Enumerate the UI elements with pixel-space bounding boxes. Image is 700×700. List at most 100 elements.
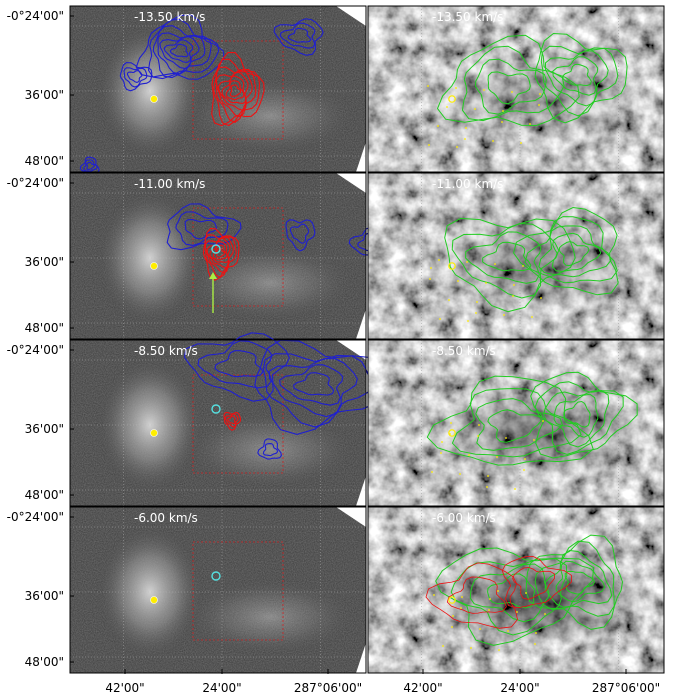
yellow-source-marker [150, 95, 158, 103]
blue-contour [159, 36, 200, 70]
yellow-point [456, 146, 458, 148]
green-contour [562, 63, 592, 87]
yellow-point [539, 93, 541, 95]
yellow-point [431, 471, 433, 473]
green-contour [435, 547, 595, 646]
co-panel-2: -11.00 km/s [367, 172, 665, 340]
red-contour [221, 75, 247, 104]
red-contour [501, 555, 572, 609]
image-edge-mask [356, 142, 366, 172]
green-contour [525, 534, 624, 630]
blue-contour [268, 358, 358, 418]
velocity-label: -6.00 km/s [432, 511, 496, 525]
blue-contour [293, 372, 335, 396]
blue-contour [169, 43, 189, 58]
region-box [192, 40, 284, 140]
yellow-point [439, 318, 441, 320]
yellow-point [494, 263, 496, 265]
red-contour [227, 415, 236, 425]
green-contour [487, 409, 542, 443]
red-contour [225, 80, 245, 101]
yellow-source-marker [150, 262, 158, 270]
panel-frame [367, 506, 665, 674]
yellow-point [459, 473, 461, 475]
velocity-label: -13.50 km/s [432, 10, 503, 24]
yellow-point [488, 609, 490, 611]
blue-contour [135, 14, 225, 80]
ir-panel-2: -11.00 km/s [69, 172, 387, 340]
yellow-point [442, 645, 444, 647]
cyan-source-marker [211, 571, 221, 581]
co-panel-4: -6.00 km/s [367, 506, 665, 674]
y-tick-label: 36'00" [25, 589, 64, 603]
x-tick-label: 42'00" [403, 681, 442, 695]
yellow-source-marker [448, 596, 456, 604]
y-tick-label: 48'00" [25, 488, 64, 502]
yellow-point [520, 142, 522, 144]
green-contour [544, 549, 613, 608]
yellow-point [468, 454, 470, 456]
image-edge-mask [336, 173, 366, 193]
yellow-point [465, 127, 467, 129]
green-contour [482, 241, 532, 272]
green-contour [534, 32, 628, 124]
yellow-point [525, 592, 527, 594]
green-contour [555, 560, 606, 603]
yellow-point [485, 282, 487, 284]
velocity-label: -11.00 km/s [432, 177, 503, 191]
blue-contour [279, 364, 344, 406]
yellow-point [523, 469, 525, 471]
blue-contour [147, 18, 220, 80]
yellow-point [534, 643, 536, 645]
yellow-source-marker [448, 429, 456, 437]
region-box [192, 374, 284, 474]
nebula-emission [95, 522, 205, 662]
velocity-label: -13.50 km/s [134, 10, 205, 24]
red-contour [213, 58, 261, 127]
image-edge-mask [356, 309, 366, 339]
x-tick-label: 287°06'00" [592, 681, 660, 695]
y-tick-label: -0°24'00" [7, 176, 64, 190]
yellow-point [535, 632, 537, 634]
nebula-emission [180, 577, 360, 657]
yellow-point [513, 284, 515, 286]
image-edge-mask [336, 6, 366, 26]
ir-panel-1: -13.50 km/s [69, 5, 367, 174]
blue-contour [123, 67, 148, 88]
green-contour [487, 573, 536, 609]
blue-contour [86, 161, 95, 171]
yellow-point [452, 615, 454, 617]
red-contour [446, 576, 507, 614]
red-contour [425, 562, 518, 629]
yellow-point [522, 265, 524, 267]
yellow-point [438, 259, 440, 261]
panel-frame [367, 339, 665, 507]
image-edge-mask [356, 643, 366, 673]
green-contour [542, 389, 610, 448]
green-contour [553, 393, 599, 438]
velocity-label: -8.50 km/s [432, 344, 496, 358]
yellow-point [455, 87, 457, 89]
nebula-emission [95, 188, 205, 328]
yellow-point [512, 295, 514, 297]
blue-contour [262, 443, 279, 457]
y-tick-label: -0°24'00" [7, 510, 64, 524]
x-tick-label: 24'00" [202, 681, 241, 695]
yellow-point [457, 280, 459, 282]
yellow-point [489, 598, 491, 600]
y-tick-label: 36'00" [25, 88, 64, 102]
x-tick-label: 287°06'00" [294, 681, 362, 695]
blue-contour [119, 62, 153, 92]
yellow-point [430, 267, 432, 269]
yellow-point [538, 104, 540, 106]
ir-panel-3: -8.50 km/s [69, 332, 385, 507]
yellow-source-marker [150, 596, 158, 604]
cyan-source-marker [211, 244, 221, 254]
velocity-label: -6.00 km/s [134, 511, 198, 525]
yellow-point [449, 433, 451, 435]
yellow-point [496, 456, 498, 458]
green-contour [534, 540, 615, 617]
green-contour [551, 232, 602, 273]
blue-contour [287, 27, 312, 43]
